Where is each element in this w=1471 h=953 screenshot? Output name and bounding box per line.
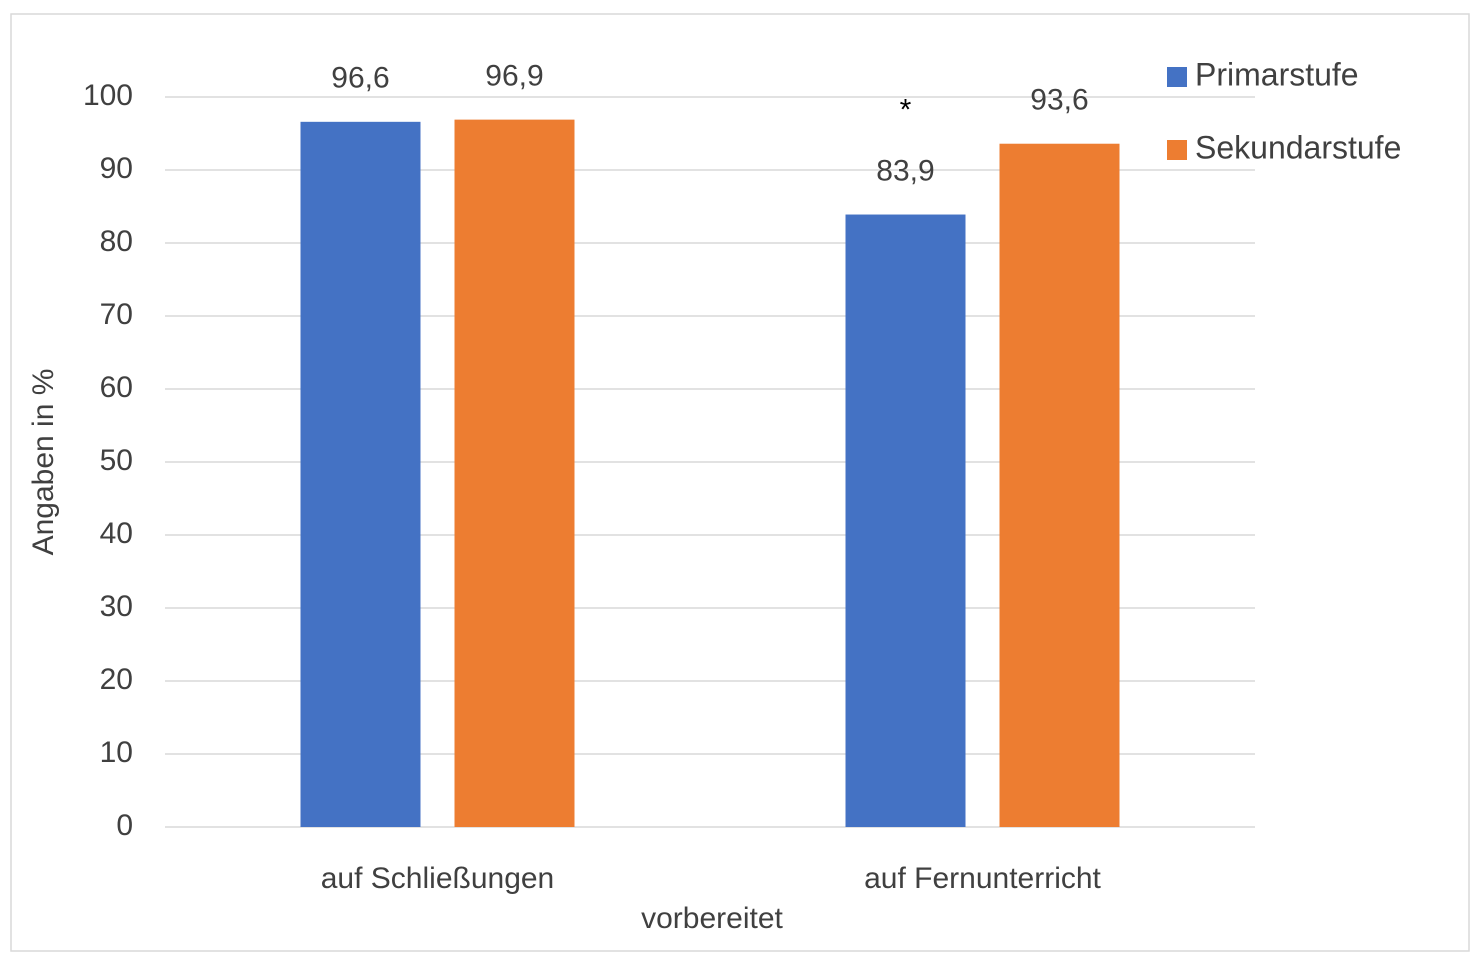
x-tick-label: auf Fernunterricht [864, 862, 1101, 895]
bar [999, 143, 1120, 828]
annotation: * [900, 93, 912, 126]
x-tick-label: auf Schließungen [321, 862, 555, 895]
y-tick-label: 30 [100, 590, 133, 623]
legend-swatch [1167, 140, 1187, 160]
bar [300, 121, 421, 827]
value-label: 96,9 [485, 60, 543, 93]
legend-label: Primarstufe [1195, 56, 1359, 92]
value-label: 83,9 [876, 154, 934, 187]
y-tick-label: 80 [100, 225, 133, 258]
y-tick-label: 100 [83, 79, 133, 112]
value-label: 96,6 [331, 62, 389, 95]
y-tick-label: 40 [100, 517, 133, 550]
y-tick-label: 0 [116, 809, 133, 842]
y-tick-label: 70 [100, 298, 133, 331]
value-label: 93,6 [1030, 84, 1088, 117]
legend-label: Sekundarstufe [1195, 129, 1401, 165]
y-axis-title: Angaben in % [27, 369, 60, 556]
y-tick-label: 90 [100, 152, 133, 185]
y-tick-label: 60 [100, 371, 133, 404]
bar [845, 214, 966, 827]
y-tick-label: 10 [100, 736, 133, 769]
y-tick-label: 50 [100, 444, 133, 477]
x-axis-title: vorbereitet [641, 902, 783, 935]
y-tick-label: 20 [100, 663, 133, 696]
bar [454, 119, 575, 827]
legend-swatch [1167, 67, 1187, 87]
